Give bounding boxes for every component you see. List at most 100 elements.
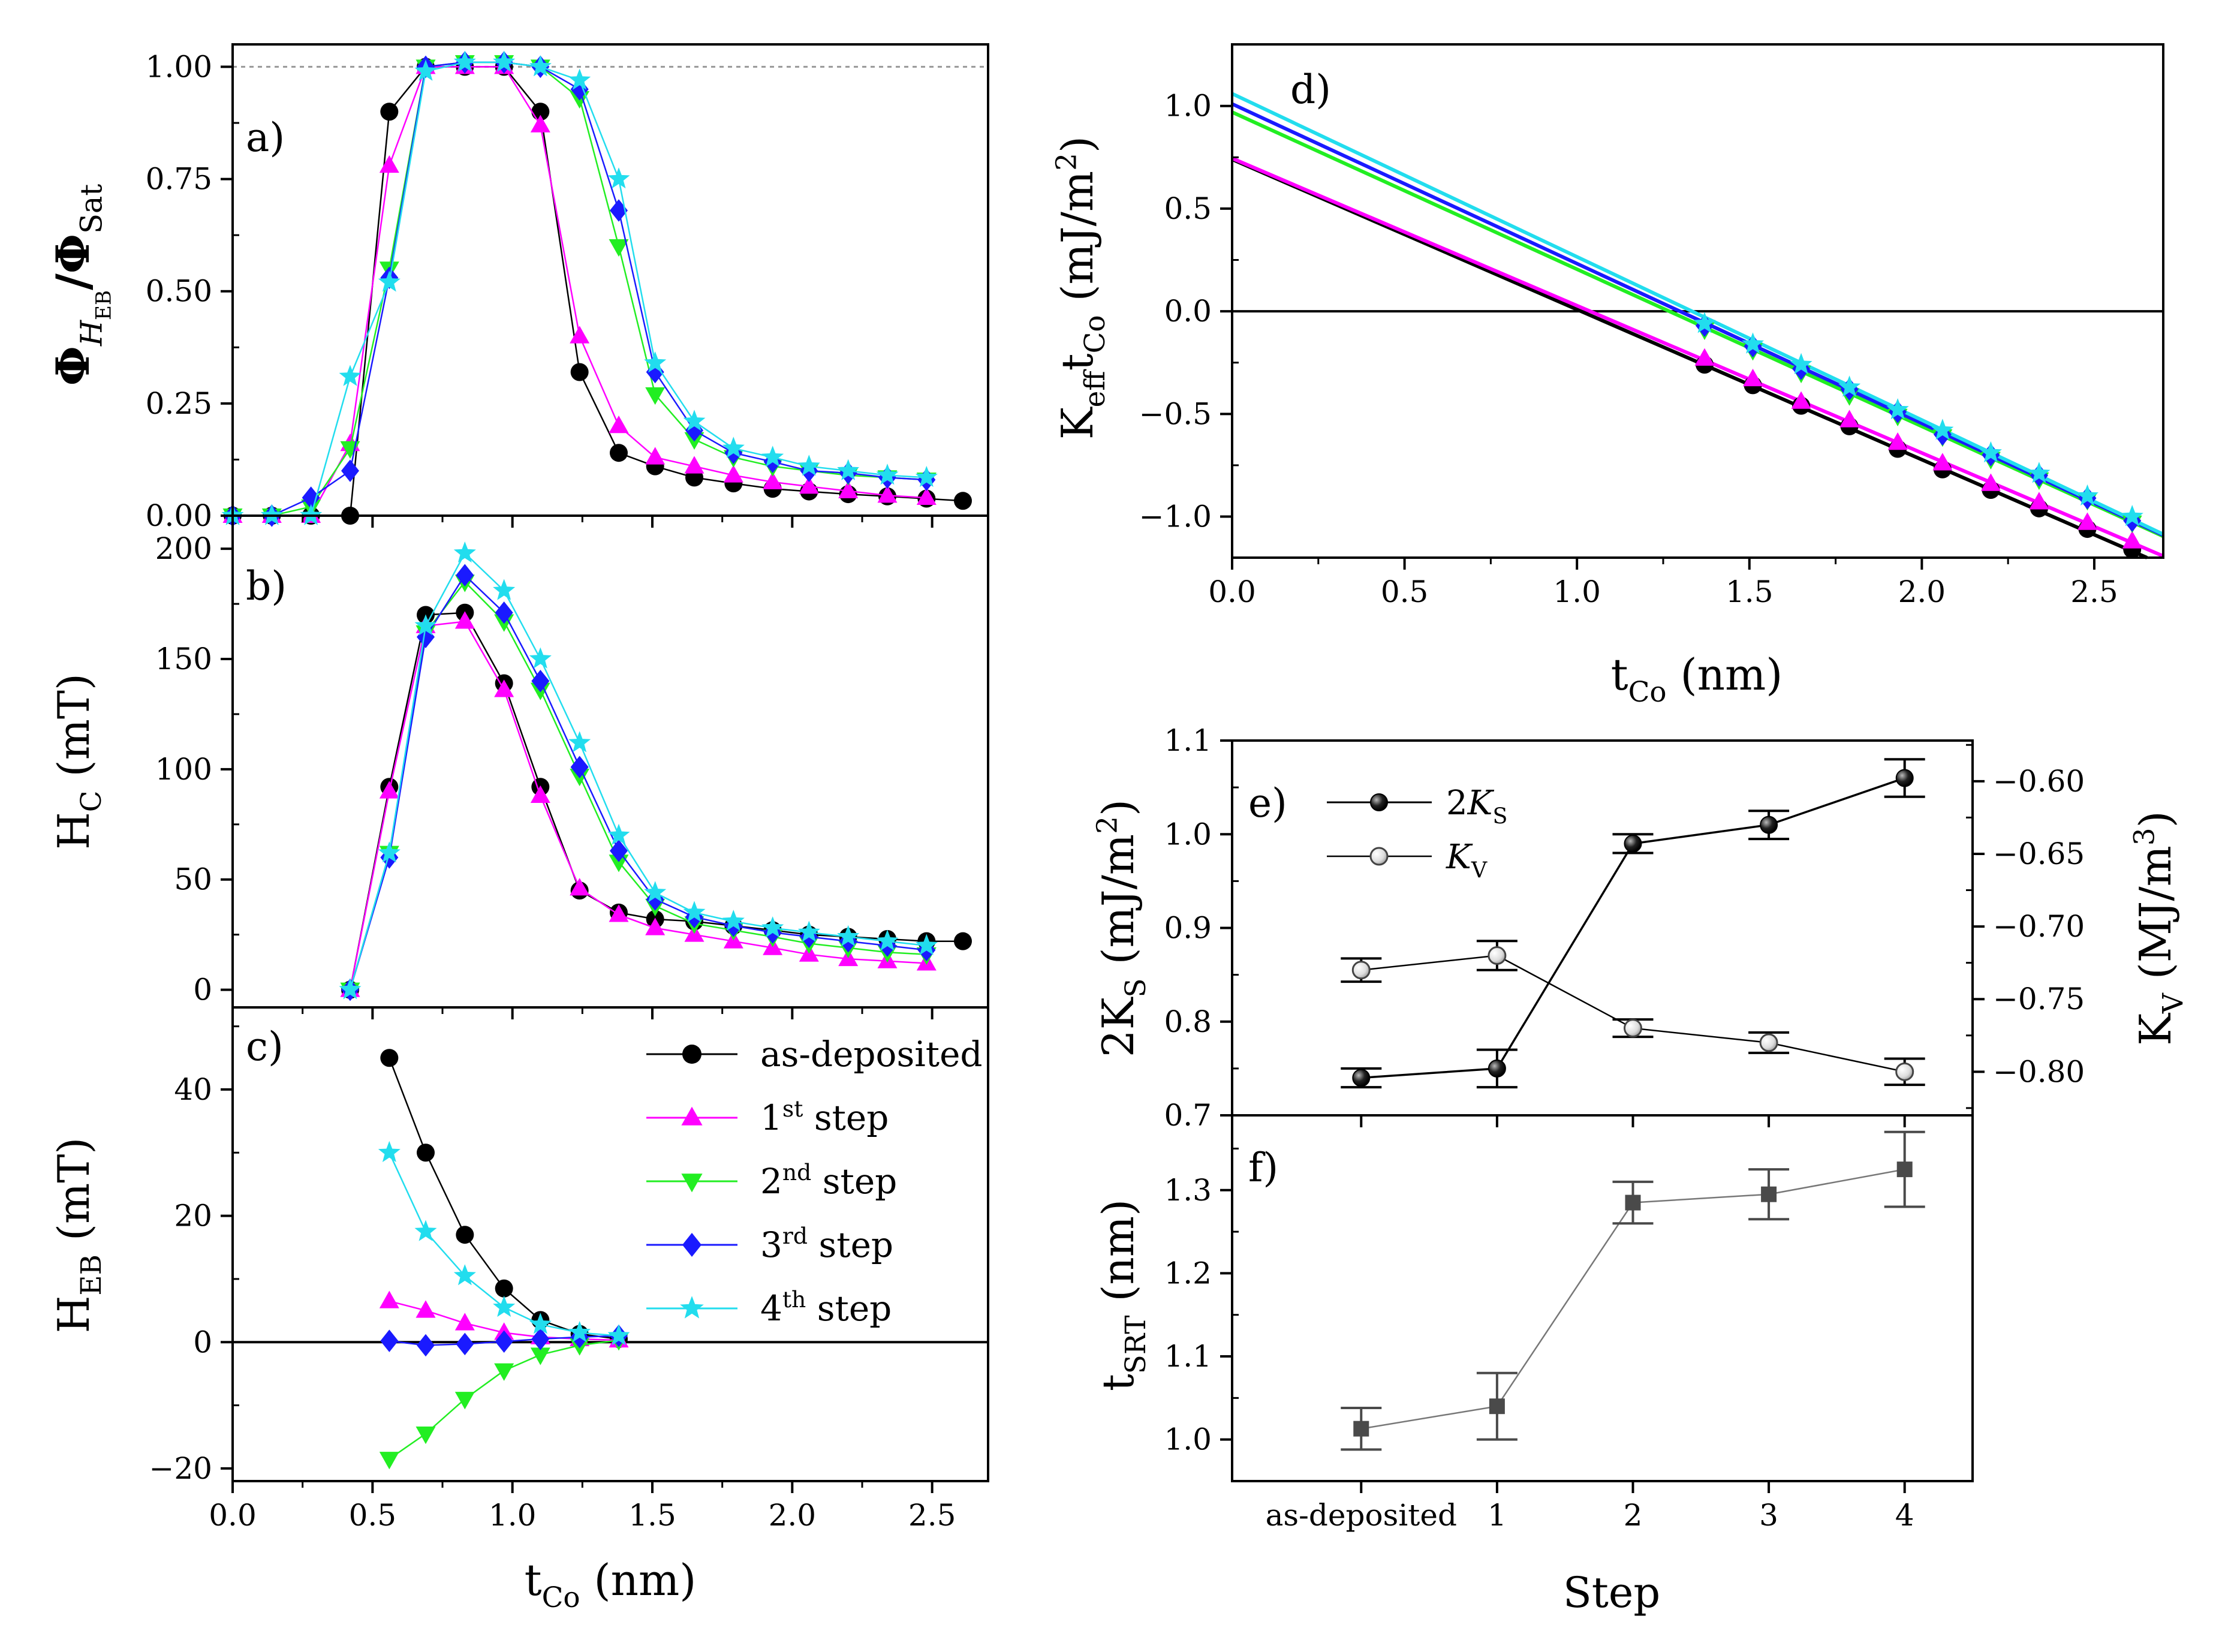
x-tick-label: 1.5 [1726, 574, 1774, 609]
panel-e: 0.7 0.8 0.9 1.0 1.1 −0.80 −0.75 −0.70 −0.65 −0.60… [1092, 723, 2190, 1133]
series-line [233, 61, 927, 517]
x-axis-label: Step [1563, 1568, 1660, 1617]
y-axis-label-part: H [74, 320, 109, 347]
y-axis-label-part: Co [1079, 315, 1112, 353]
x-tick-label: 1.0 [1553, 574, 1601, 609]
y-axis-label-part: Sat [74, 184, 109, 234]
y-tick-label: 0.9 [1164, 911, 1212, 946]
y-axis-label-part: H [49, 1296, 99, 1334]
y-tick-label: 200 [155, 531, 212, 566]
data-point [494, 679, 514, 697]
data-point [1980, 473, 2001, 491]
data-point [378, 1141, 401, 1162]
data-point [529, 55, 552, 77]
x-axis-label-part: Co [1628, 676, 1667, 709]
y-tick-label: 1.0 [1164, 89, 1212, 124]
y-tick-label: 0.50 [146, 274, 212, 309]
data-point [454, 1392, 475, 1410]
data-point [609, 416, 629, 434]
y-axis-label-left-part: 2 [1092, 816, 1124, 834]
y-axis-label-left-part: ) [1093, 799, 1143, 816]
data-point [570, 756, 589, 778]
data-point [1351, 961, 1371, 980]
legend-label-part: rd [782, 1223, 808, 1249]
data-point [1886, 398, 1909, 420]
legend-marker [681, 1106, 703, 1126]
data-point [2029, 492, 2049, 510]
panel-d: −1.0 −0.5 0.0 0.5 1.0 0.0 0.5 1.0 1.5 2.0 2.5 d) Kef… [1051, 43, 2164, 709]
panel-c: −20 0 20 40 0.0 0.5 1.0 1.5 2.0 2.5 c) HEB (mT) tCo … [49, 1006, 989, 1614]
y-axis-label-part: t [1052, 353, 1103, 371]
plot-frame [1231, 739, 1974, 1117]
data-point [1353, 1421, 1369, 1437]
legend-label-part: S [1492, 804, 1507, 829]
data-point [1932, 453, 1953, 471]
y-axis-label: HEB (mT) [49, 1138, 108, 1334]
panel-label: d) [1290, 67, 1331, 113]
data-point [568, 731, 591, 753]
y-axis-label-part: (mT) [49, 673, 99, 790]
data-point [1895, 769, 1914, 787]
data-point [453, 541, 476, 563]
data-point [954, 492, 972, 510]
y-tick-label: 50 [174, 862, 212, 897]
data-point [1760, 816, 1778, 834]
data-point [838, 480, 859, 498]
legend-marker [1370, 793, 1388, 811]
y-tick-label: 0.25 [146, 386, 212, 421]
data-point [610, 839, 628, 862]
data-point [341, 459, 359, 482]
data-point [2028, 462, 2051, 483]
data-point [1693, 312, 1716, 333]
legend-label-part: 2 [760, 1161, 782, 1202]
data-point [493, 1295, 516, 1317]
y-axis-label: KefftCo (mJ/m2) [1051, 136, 1112, 440]
panel-label: f) [1248, 1145, 1278, 1191]
data-point [837, 459, 860, 480]
series-line [349, 574, 927, 990]
y-tick-label: 100 [155, 752, 212, 787]
data-point [607, 1324, 630, 1346]
y-axis-label-right-part: K [2130, 1013, 2181, 1046]
y-tick-label: 1.3 [1164, 1173, 1212, 1208]
data-point [530, 115, 550, 133]
data-point [763, 471, 783, 489]
y-axis-label-part: 2 [1051, 153, 1083, 171]
legend-marker [682, 1045, 701, 1064]
data-point [570, 878, 590, 896]
y-axis-label-part: EB [76, 1254, 108, 1296]
data-point [2121, 505, 2143, 526]
legend-marker [680, 1296, 704, 1319]
y-tick-label: −20 [149, 1451, 212, 1486]
data-point [494, 1363, 514, 1381]
data-point [1791, 391, 1811, 409]
data-point [302, 486, 320, 509]
data-point [454, 611, 475, 629]
x-tick-label: 0.5 [1381, 574, 1429, 609]
series-line [349, 580, 927, 990]
panel-a: 0.00 0.25 0.50 0.75 1.00 a) ΦHEB/ΦSat [46, 43, 989, 533]
y-tick-label: 1.2 [1164, 1256, 1212, 1290]
data-point [529, 647, 552, 669]
y-axis-label-part: (mJ/m [1052, 171, 1103, 315]
legend-label: KV [1446, 838, 1488, 883]
data-point [456, 1226, 474, 1244]
panel-label: b) [246, 563, 287, 609]
x-axis-label-part: (nm) [1667, 649, 1783, 700]
x-tick-label: 3 [1759, 1498, 1778, 1533]
x-tick-label: 1 [1488, 1498, 1507, 1533]
y-tick-label: 1.1 [1164, 723, 1212, 758]
plot-frame [1231, 1114, 1974, 1482]
y-axis-label-part: (mT) [49, 1138, 99, 1254]
data-point [1624, 834, 1642, 853]
legend-marker [682, 1233, 701, 1257]
y-tick-label: 1.00 [146, 49, 212, 84]
y-tick-label: 20 [174, 1199, 212, 1233]
y-axis-label-part: H [49, 812, 99, 850]
legend-label: 4th step [760, 1286, 892, 1329]
data-point [1761, 1186, 1777, 1202]
data-point [1352, 1069, 1371, 1087]
y-axis-label-part: K [1052, 407, 1103, 440]
data-point [2077, 512, 2097, 530]
